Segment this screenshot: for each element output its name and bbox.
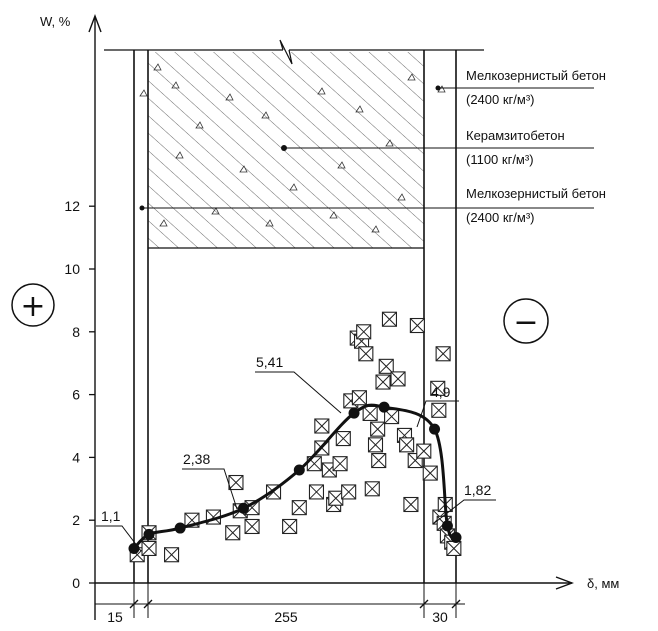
- layer-labels: Мелкозернистый бетон (2400 кг/м³) Керамз…: [139, 68, 606, 225]
- measurement-marker: [403, 496, 419, 513]
- measurement-marker: [225, 525, 241, 541]
- y-tick-label: 12: [64, 198, 80, 214]
- curve-point: [293, 464, 305, 476]
- y-tick-label: 4: [72, 449, 80, 465]
- measurement-marker: [291, 500, 307, 516]
- measurement-marker: [362, 405, 378, 421]
- measurement-marker: [381, 311, 398, 327]
- aggregate-marks: [139, 63, 446, 233]
- thickness-dimensions: 15 255 30: [95, 583, 465, 625]
- measurement-marker: [390, 371, 406, 387]
- y-axis-title: W, %: [40, 14, 71, 29]
- measurement-marker: [430, 380, 446, 396]
- thickness-255: 255: [274, 609, 298, 625]
- measurement-marker: [375, 374, 391, 390]
- callout-1-1: 1,1: [101, 508, 121, 524]
- measurement-marker: [399, 437, 415, 453]
- measurement-marker: [351, 390, 367, 406]
- layer-boundaries: [133, 50, 457, 583]
- measurement-marker: [282, 518, 298, 535]
- callout-2-38: 2,38: [183, 451, 210, 467]
- y-tick-label: 8: [72, 324, 80, 340]
- measurement-marker: [370, 421, 386, 437]
- curve-point: [441, 520, 453, 532]
- callout-1-82: 1,82: [464, 482, 491, 498]
- curve-point: [429, 423, 441, 435]
- layer-1-name: Мелкозернистый бетон: [466, 68, 606, 83]
- curve-point: [348, 407, 360, 419]
- measurement-marker: [371, 452, 387, 469]
- minus-sign: −: [503, 298, 549, 344]
- plus-sign: +: [11, 283, 55, 327]
- y-ticks: 0 2 4 6 8 10 12: [64, 198, 95, 591]
- measurement-marker: [358, 346, 374, 362]
- thickness-15: 15: [107, 609, 123, 625]
- curve-points: [128, 401, 462, 554]
- measurement-marker: [364, 481, 380, 497]
- measurement-marker: [164, 547, 180, 563]
- layer-1-density: (2400 кг/м³): [466, 92, 535, 107]
- callout-5-41: 5,41: [256, 354, 283, 370]
- minus-glyph: −: [513, 305, 538, 340]
- y-tick-label: 6: [72, 387, 80, 403]
- measurement-marker: [416, 443, 432, 459]
- layer-3-density: (2400 кг/м³): [466, 210, 535, 225]
- measurement-marker: [409, 317, 425, 334]
- wall-section: [104, 39, 484, 249]
- y-axis-arrow: [88, 14, 102, 33]
- curve-point: [450, 531, 462, 543]
- y-tick-label: 10: [64, 261, 80, 277]
- measurement-marker: [141, 540, 157, 557]
- y-tick-label: 2: [72, 512, 80, 528]
- value-callouts: 1,1 2,38 5,41 4,9 1,82: [96, 354, 496, 552]
- measurement-marker: [446, 540, 462, 557]
- curve-point: [143, 528, 155, 540]
- measurement-markers: [129, 311, 462, 563]
- y-tick-label: 0: [72, 575, 80, 591]
- measurement-marker: [332, 456, 348, 472]
- plus-glyph: +: [20, 289, 45, 324]
- measurement-marker: [422, 465, 438, 481]
- measurement-marker: [435, 346, 451, 362]
- measurement-marker: [328, 490, 344, 506]
- minus-circle: [503, 298, 549, 344]
- measurement-marker: [244, 518, 260, 535]
- x-axis-arrow: [555, 576, 574, 590]
- axes: W, % δ, мм 0 2 4 6 8 10 12: [40, 14, 619, 620]
- measurement-marker: [335, 431, 351, 447]
- measurement-marker: [314, 418, 330, 434]
- measurement-marker: [378, 358, 394, 374]
- curve-point: [174, 522, 186, 534]
- curve-point: [237, 502, 249, 514]
- callout-4-9: 4,9: [431, 384, 451, 400]
- layer-2-density: (1100 кг/м³): [466, 152, 534, 167]
- plus-circle: [11, 283, 55, 327]
- x-axis-title: δ, мм: [587, 576, 619, 591]
- break-mark: [279, 39, 293, 65]
- measurement-marker: [367, 437, 384, 453]
- layer-3-name: Мелкозернистый бетон: [466, 186, 606, 201]
- curve-point: [128, 542, 140, 554]
- measurement-marker: [308, 484, 325, 500]
- thickness-30: 30: [432, 609, 448, 625]
- measurement-marker: [228, 474, 244, 491]
- measurement-marker: [341, 484, 357, 500]
- moisture-curve: [132, 403, 458, 550]
- curve-point: [378, 401, 390, 413]
- measurement-marker: [431, 402, 447, 418]
- measurement-marker: [356, 324, 372, 340]
- layer-2-name: Керамзитобетон: [466, 128, 565, 143]
